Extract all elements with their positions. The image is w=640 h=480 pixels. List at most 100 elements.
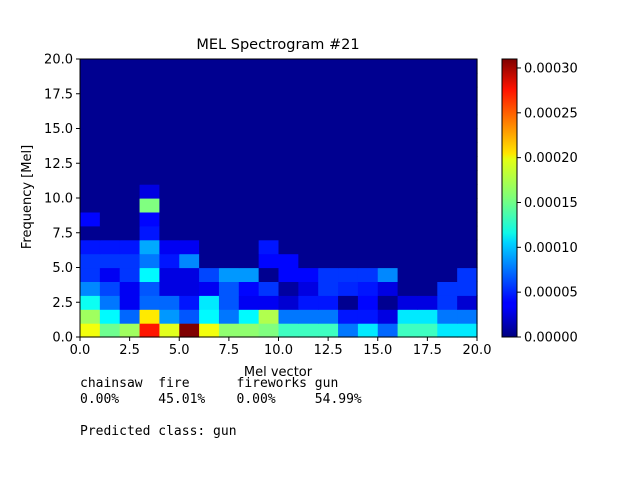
heatmap-cell bbox=[318, 100, 339, 116]
heatmap-cell bbox=[417, 114, 438, 130]
heatmap-cell bbox=[258, 267, 280, 282]
heatmap-cell bbox=[298, 309, 319, 324]
heatmap-cell bbox=[99, 225, 121, 241]
heatmap-cell bbox=[278, 156, 299, 171]
heatmap-cell bbox=[238, 239, 260, 255]
heatmap-cell bbox=[159, 198, 180, 213]
heatmap-cell bbox=[298, 100, 319, 116]
heatmap-cell bbox=[139, 128, 160, 143]
heatmap-cell bbox=[179, 156, 200, 171]
x-axis-label: Mel vector bbox=[244, 365, 313, 380]
heatmap-cell bbox=[357, 225, 379, 241]
heatmap-cell bbox=[238, 156, 260, 171]
heatmap-cell bbox=[218, 128, 240, 143]
y-tick-label: 0.0 bbox=[52, 331, 73, 346]
heatmap-cell bbox=[159, 170, 180, 185]
heatmap-cell bbox=[437, 86, 458, 102]
heatmap-cell bbox=[258, 309, 280, 324]
heatmap-cell bbox=[99, 184, 121, 199]
heatmap-cell bbox=[377, 309, 399, 324]
heatmap-cell bbox=[199, 128, 220, 143]
heatmap-cell bbox=[218, 211, 240, 227]
heatmap-cell bbox=[139, 323, 160, 338]
heatmap-cell bbox=[338, 323, 359, 338]
heatmap-cell bbox=[159, 114, 180, 130]
heatmap-cell bbox=[318, 198, 339, 213]
heatmap-cell bbox=[218, 309, 240, 324]
heatmap-cell bbox=[99, 198, 121, 213]
heatmap-cell bbox=[298, 156, 319, 171]
heatmap-cell bbox=[159, 59, 180, 74]
heatmap-cell bbox=[397, 281, 419, 296]
heatmap-cell bbox=[139, 59, 160, 74]
heatmap-cell bbox=[99, 239, 121, 255]
heatmap-cell bbox=[139, 100, 160, 116]
heatmap-cell bbox=[139, 184, 160, 199]
heatmap-cell bbox=[179, 184, 200, 199]
heatmap-cell bbox=[357, 198, 379, 213]
heatmap-cell bbox=[417, 170, 438, 185]
heatmap-cell bbox=[80, 198, 101, 213]
heatmap-cell bbox=[179, 295, 200, 310]
x-tick-label: 7.5 bbox=[219, 343, 240, 358]
heatmap-cell bbox=[397, 128, 419, 143]
heatmap-cell bbox=[80, 72, 101, 88]
heatmap-cell bbox=[318, 211, 339, 227]
heatmap-cell bbox=[298, 184, 319, 199]
heatmap-cell bbox=[357, 309, 379, 324]
heatmap-cell bbox=[318, 184, 339, 199]
heatmap-cell bbox=[179, 198, 200, 213]
heatmap-cell bbox=[437, 281, 458, 296]
heatmap-cell bbox=[119, 170, 141, 185]
x-tick-label: 20.0 bbox=[463, 343, 492, 358]
heatmap-cell bbox=[179, 100, 200, 116]
heatmap-cell bbox=[218, 198, 240, 213]
heatmap-cell bbox=[437, 100, 458, 116]
heatmap-cell bbox=[397, 184, 419, 199]
heatmap-cell bbox=[457, 114, 478, 130]
heatmap-cell bbox=[437, 225, 458, 241]
heatmap-cell bbox=[457, 86, 478, 102]
heatmap-cell bbox=[357, 253, 379, 269]
class-names-line: chainsaw fire fireworks gun bbox=[80, 376, 339, 391]
heatmap-cell bbox=[298, 225, 319, 241]
heatmap-cell bbox=[298, 59, 319, 74]
heatmap-cell bbox=[199, 59, 220, 74]
heatmap-cell bbox=[318, 253, 339, 269]
heatmap-cell bbox=[199, 72, 220, 88]
heatmap-cell bbox=[278, 211, 299, 227]
heatmap-cell bbox=[258, 281, 280, 296]
heatmap-cell bbox=[179, 59, 200, 74]
chart-title: MEL Spectrogram #21 bbox=[196, 37, 359, 53]
heatmap-cell bbox=[258, 239, 280, 255]
heatmap-cell bbox=[437, 309, 458, 324]
heatmap-cell bbox=[258, 198, 280, 213]
heatmap-cell bbox=[338, 267, 359, 282]
heatmap-cell bbox=[218, 239, 240, 255]
heatmap-cell bbox=[357, 323, 379, 338]
heatmap-cell bbox=[437, 114, 458, 130]
heatmap-cell bbox=[437, 72, 458, 88]
heatmap-cell bbox=[218, 100, 240, 116]
heatmap-cell bbox=[119, 239, 141, 255]
heatmap-cell bbox=[397, 142, 419, 157]
heatmap-cell bbox=[199, 323, 220, 338]
heatmap-cell bbox=[298, 128, 319, 143]
heatmap-cell bbox=[397, 225, 419, 241]
heatmap-cell bbox=[298, 142, 319, 157]
heatmap-cell bbox=[238, 128, 260, 143]
heatmap-cell bbox=[199, 309, 220, 324]
heatmap-cell bbox=[457, 239, 478, 255]
heatmap-cell bbox=[80, 142, 101, 157]
heatmap-cell bbox=[179, 267, 200, 282]
heatmap-cell bbox=[397, 309, 419, 324]
heatmap-cell bbox=[199, 100, 220, 116]
heatmap-cell bbox=[338, 281, 359, 296]
heatmap-cell bbox=[437, 156, 458, 171]
x-tick-label: 17.5 bbox=[413, 343, 442, 358]
heatmap-cell bbox=[159, 281, 180, 296]
colorbar-tick-label: 0.00015 bbox=[524, 196, 578, 211]
heatmap-cell bbox=[218, 253, 240, 269]
heatmap-cell bbox=[417, 267, 438, 282]
heatmap-cell bbox=[99, 267, 121, 282]
